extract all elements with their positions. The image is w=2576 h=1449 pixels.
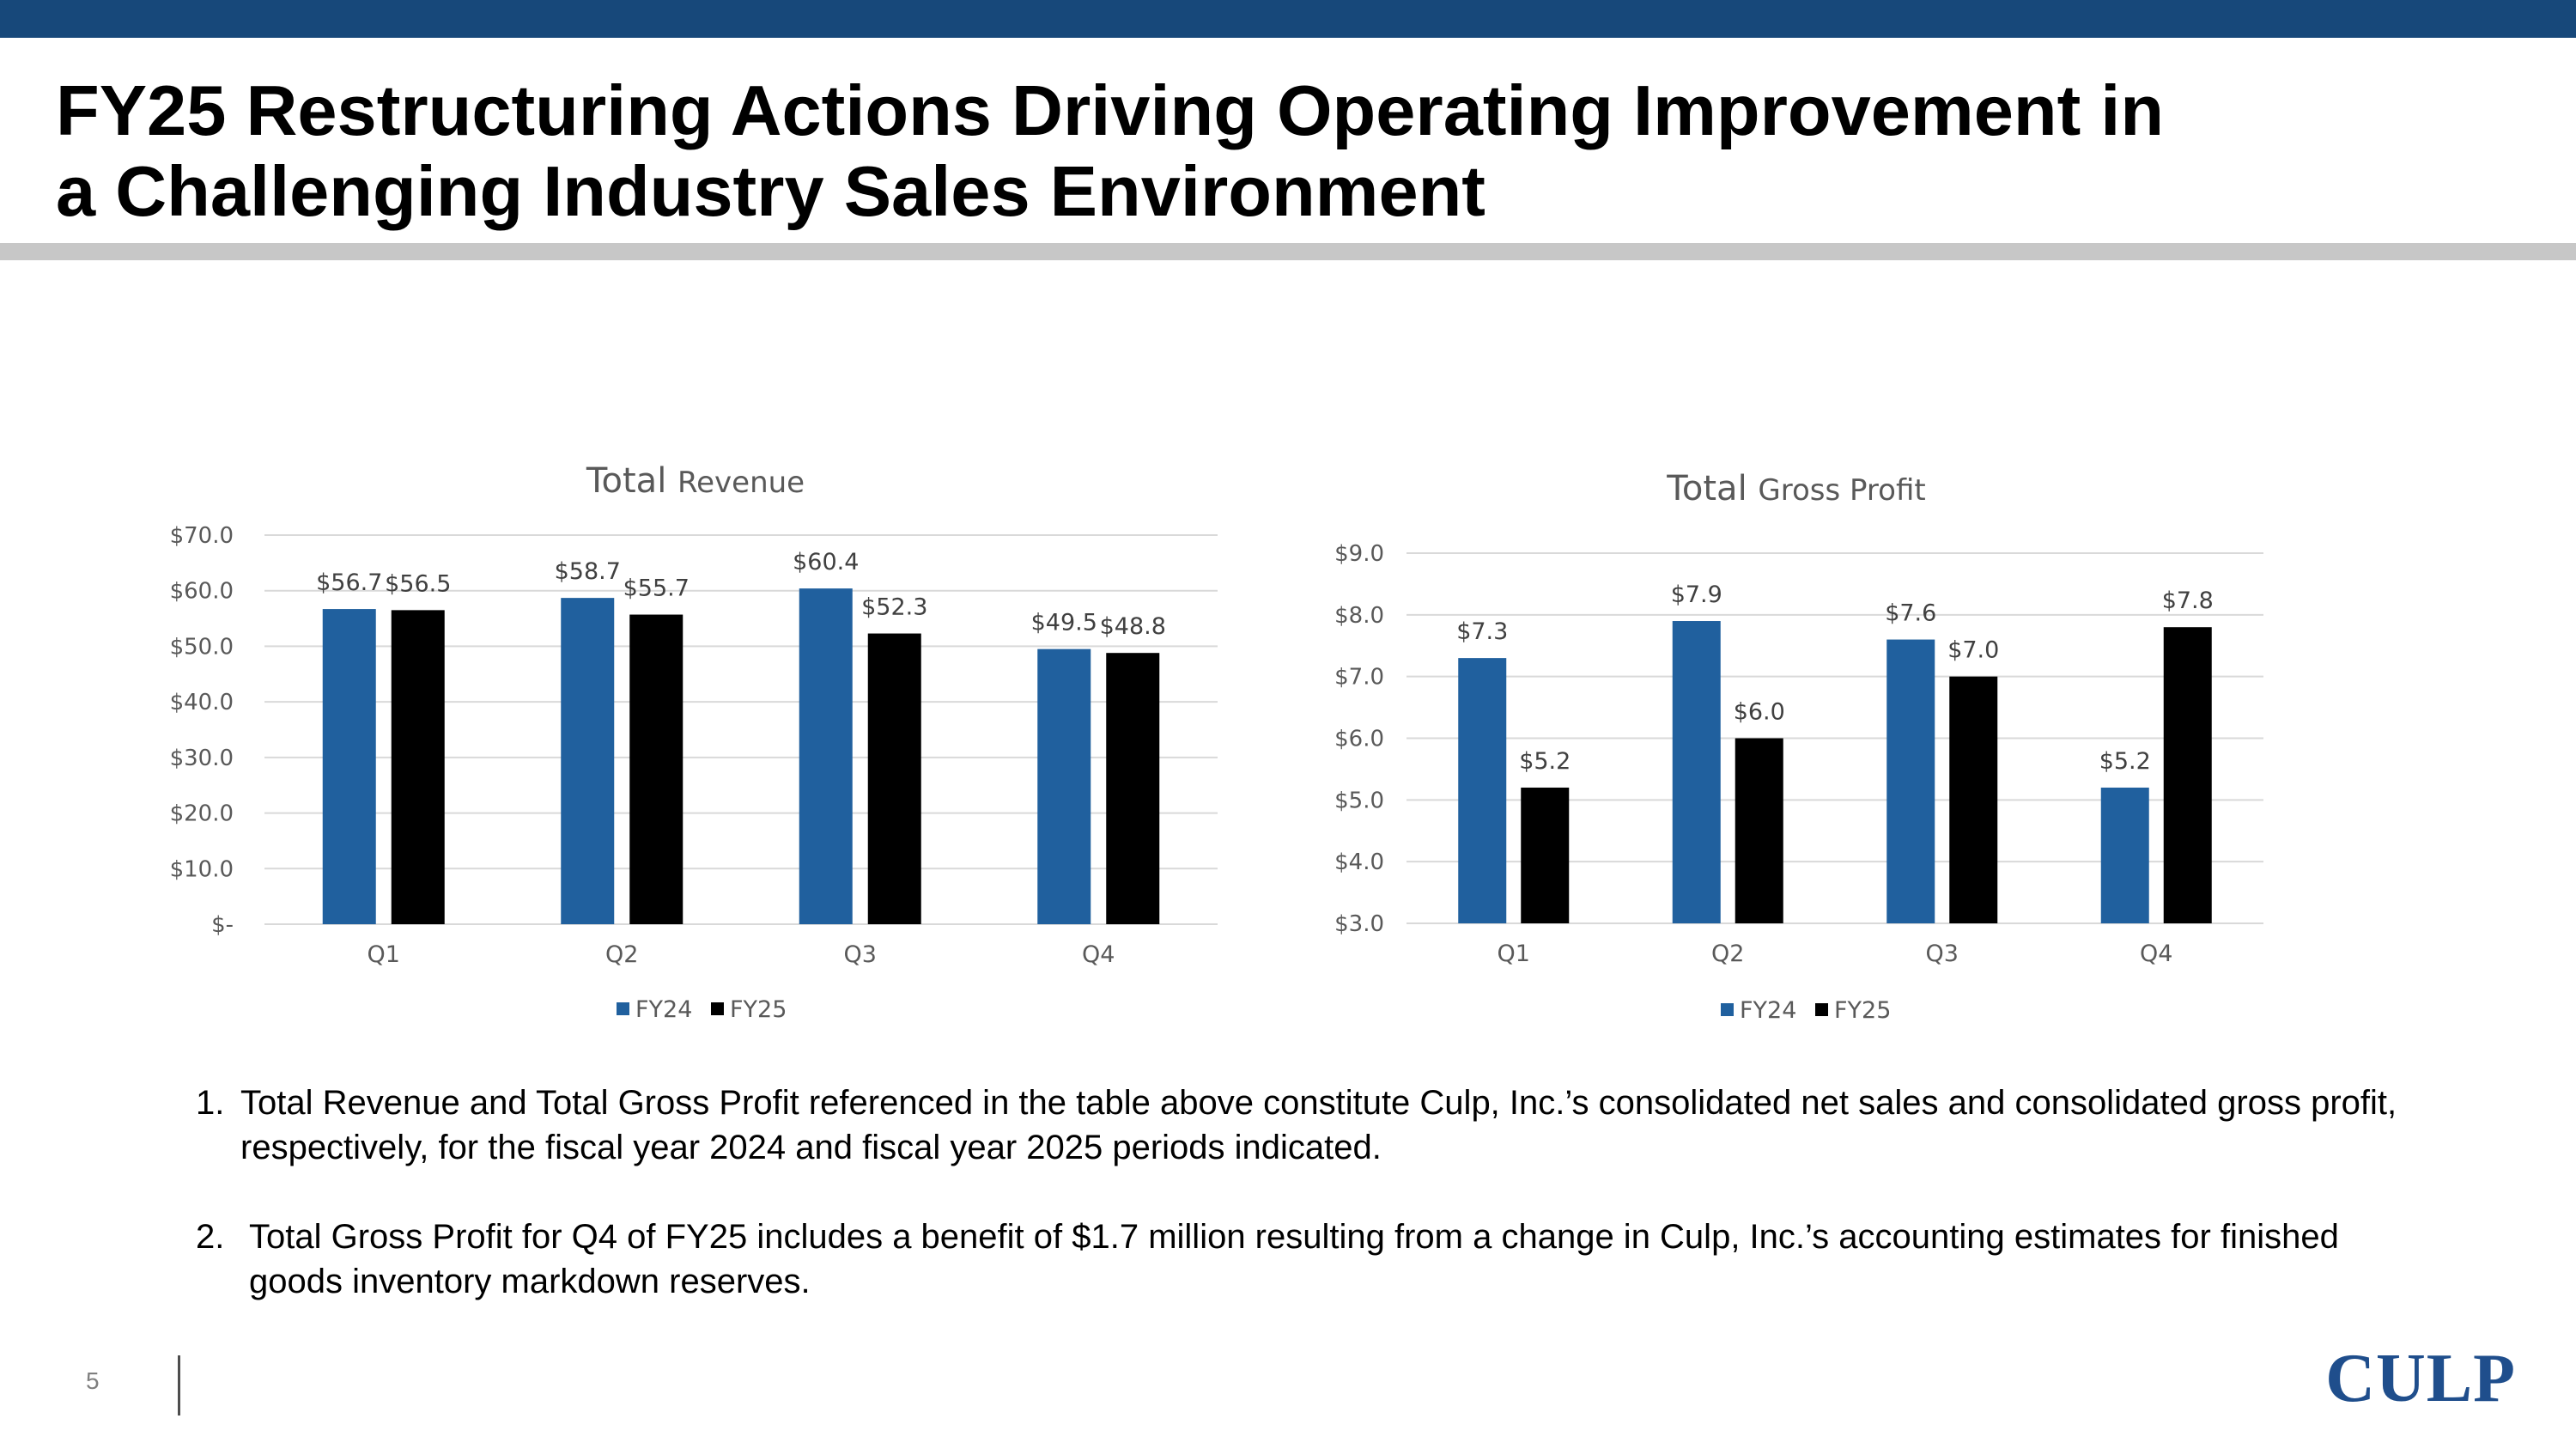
revenue-data-label: $58.7: [555, 558, 621, 585]
gp-data-label: $6.0: [1734, 699, 1785, 726]
gp-legend-swatch-fy25: [1815, 1003, 1828, 1016]
title-divider: [0, 243, 2576, 260]
revenue-y-tick-label: $60.0: [170, 579, 234, 605]
revenue-bar-fy24-q3: [799, 588, 853, 924]
gp-legend-swatch-fy24: [1721, 1003, 1734, 1016]
gp-bar-fy24-q3: [1886, 639, 1935, 923]
gp-data-label: $7.9: [1671, 581, 1722, 608]
revenue-bar-fy25-q1: [391, 610, 445, 924]
gp-bar-fy25-q2: [1735, 738, 1783, 923]
top-banner: [0, 0, 2576, 38]
revenue-y-tick-label: $10.0: [170, 856, 234, 882]
revenue-x-tick-label: Q1: [368, 941, 400, 968]
footnotes: 1. Total Revenue and Total Gross Profit …: [196, 1081, 2428, 1349]
revenue-chart-title-sub: Revenue: [677, 466, 805, 500]
revenue-x-tick-label: Q3: [844, 941, 877, 968]
gp-y-tick-label: $9.0: [1334, 541, 1384, 567]
revenue-data-label: $48.8: [1100, 613, 1166, 640]
revenue-chart-title-main: Total: [586, 461, 677, 501]
gp-data-label: $7.6: [1885, 600, 1936, 627]
gp-bar-fy24-q4: [2100, 787, 2149, 923]
revenue-chart-title: Total Revenue: [586, 461, 805, 501]
gp-x-tick-label: Q1: [1498, 941, 1530, 967]
revenue-data-label: $55.7: [623, 575, 690, 602]
revenue-y-tick-label: $20.0: [170, 801, 234, 827]
gp-x-tick-label: Q2: [1711, 941, 1744, 967]
revenue-legend-swatch-fy24: [617, 1002, 629, 1015]
gp-data-label: $7.3: [1456, 618, 1508, 645]
gp-data-label: $5.2: [1519, 748, 1571, 775]
gp-legend-fy24: FY24: [1740, 997, 1796, 1024]
revenue-bar-fy25-q4: [1106, 653, 1160, 924]
revenue-bar-fy25-q3: [867, 633, 921, 924]
footnote-2: 2. Total Gross Profit for Q4 of FY25 inc…: [196, 1215, 2428, 1304]
revenue-data-label: $56.5: [385, 570, 451, 597]
footer-divider: [178, 1355, 180, 1416]
footnote-1: 1. Total Revenue and Total Gross Profit …: [196, 1081, 2428, 1170]
revenue-y-tick-label: $-: [211, 912, 234, 938]
revenue-bar-fy24-q4: [1037, 648, 1091, 924]
revenue-y-tick-label: $30.0: [170, 746, 234, 771]
gp-bar-fy24-q1: [1458, 658, 1507, 923]
revenue-data-label: $56.7: [316, 569, 382, 596]
gp-y-tick-label: $7.0: [1334, 665, 1384, 691]
revenue-bar-fy24-q2: [561, 598, 615, 924]
revenue-bar-fy25-q2: [629, 614, 683, 924]
revenue-chart: Total Revenue $- $10.0 $20.0 $30.0 $40.0 $50.0…: [170, 461, 1218, 1023]
gp-y-tick-label: $8.0: [1334, 603, 1384, 629]
gp-y-tick-label: $3.0: [1334, 911, 1384, 937]
gp-bar-fy25-q4: [2163, 627, 2212, 923]
revenue-data-label: $60.4: [793, 549, 859, 575]
revenue-legend-fy24: FY24: [635, 996, 692, 1023]
revenue-y-tick-label: $40.0: [170, 690, 234, 715]
gp-data-label: $7.0: [1947, 637, 1999, 664]
revenue-y-tick-label: $50.0: [170, 634, 234, 660]
gp-y-tick-label: $4.0: [1334, 849, 1384, 875]
gp-legend-fy25: FY25: [1834, 997, 1891, 1024]
revenue-data-label: $49.5: [1031, 610, 1097, 636]
revenue-legend-swatch-fy25: [711, 1002, 724, 1015]
gp-chart-title: Total Gross Profit: [1666, 469, 1925, 508]
gp-y-tick-label: $6.0: [1334, 727, 1384, 752]
gp-chart-title-main: Total: [1666, 469, 1758, 508]
culp-logo: CULP: [2325, 1341, 2516, 1416]
revenue-x-tick-label: Q4: [1082, 941, 1115, 968]
gp-bar-fy25-q1: [1521, 787, 1570, 923]
revenue-y-tick-label: $70.0: [170, 523, 234, 549]
gp-x-tick-label: Q3: [1926, 941, 1959, 967]
revenue-data-label: $52.3: [861, 594, 927, 621]
gross-profit-chart: Total Gross Profit $3.0 $4.0 $5.0 $6.0 $7.0 $8…: [1334, 469, 2263, 1024]
gp-bar-fy24-q2: [1672, 621, 1721, 923]
gp-x-tick-label: Q4: [2140, 941, 2172, 967]
page-number: 5: [86, 1367, 100, 1394]
footnote-2-number: 2.: [196, 1218, 225, 1256]
gp-data-label: $5.2: [2099, 748, 2151, 775]
gp-bar-fy25-q3: [1949, 676, 1998, 923]
revenue-legend-fy25: FY25: [730, 996, 787, 1023]
gp-y-tick-label: $5.0: [1334, 788, 1384, 813]
revenue-x-tick-label: Q2: [605, 941, 638, 968]
slide-title-line-1: FY25 Restructuring Actions Driving Opera…: [56, 70, 2165, 150]
footnote-1-text: Total Revenue and Total Gross Profit ref…: [240, 1084, 2397, 1166]
footnote-1-number: 1.: [196, 1084, 225, 1122]
gp-chart-title-sub: Gross Profit: [1758, 473, 1925, 508]
revenue-bar-fy24-q1: [322, 609, 376, 924]
gp-data-label: $7.8: [2162, 588, 2214, 614]
slide-title-line-2: a Challenging Industry Sales Environment: [56, 151, 1485, 231]
slide-title: FY25 Restructuring Actions Driving Opera…: [56, 70, 2460, 232]
footnote-2-text: Total Gross Profit for Q4 of FY25 includ…: [249, 1218, 2339, 1300]
